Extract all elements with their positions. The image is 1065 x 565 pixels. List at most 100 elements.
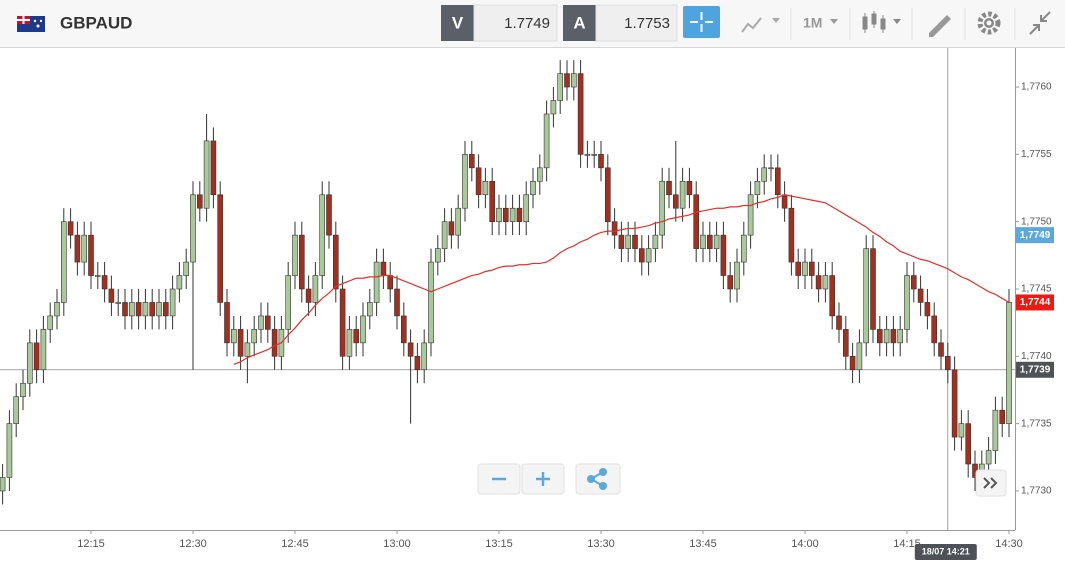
settings-button[interactable] [977,11,1001,35]
candle-body [360,315,366,344]
candle-body [176,275,183,290]
candle-body [428,261,434,344]
candle-body [190,194,196,263]
collapse-button[interactable] [1029,11,1051,35]
candle-body [951,369,958,438]
candle-body [706,234,713,249]
candle-body [632,234,638,249]
y-tick-label: 1,7750 [1021,216,1052,227]
candle-body [414,356,421,371]
candle-body [496,207,502,222]
candle-body [693,194,700,249]
candle-body [795,261,802,276]
candle-body [305,288,312,303]
candle-body [312,275,319,303]
candle-body [754,180,761,196]
candle-body [863,248,870,344]
candle-body [740,234,747,263]
candle-body [60,221,67,303]
candle-body [822,275,829,290]
scroll-end-icon[interactable] [983,477,998,489]
candle-body [584,154,591,156]
x-tick-label: 13:30 [587,538,615,550]
candle-body [842,329,849,357]
candle-body [258,315,264,330]
share-button[interactable] [575,463,621,495]
candle-body [149,302,155,317]
candle-body [468,154,475,169]
draw-button[interactable] [929,15,951,37]
candle-body [876,329,883,344]
candle-body [108,288,115,303]
bid-price[interactable]: 1.7749 [504,15,550,32]
candle-body [217,194,223,303]
candle-body [611,221,618,236]
candle-body [26,342,33,384]
candle-body [20,382,26,398]
timeframe[interactable]: 1M [803,15,822,31]
candle-body [931,315,938,344]
candle-body [163,302,169,317]
candle-body [237,329,244,357]
bid-box[interactable] [473,4,558,42]
candle-body [747,194,754,236]
candle-body [400,315,407,344]
candle-body [67,221,74,236]
share-icon[interactable] [587,468,607,490]
x-tick-label: 12:45 [281,538,309,550]
candle-body [197,194,203,209]
candle-body [54,302,60,317]
candle-body [679,180,686,209]
candle-body [448,221,455,236]
candle-body [645,248,652,263]
candle-body [502,207,509,222]
candle-body [81,234,87,263]
bid-label[interactable]: V [452,13,464,32]
zoom-in-icon[interactable] [536,472,550,486]
candle-body [808,261,815,276]
ask-box[interactable] [595,4,678,42]
candle-body [101,275,108,290]
price-tag [1016,294,1054,311]
candle-body [509,207,516,222]
candle-body [992,409,999,451]
candle-body [353,329,360,344]
candle-body [720,234,727,276]
candle-body [999,409,1006,424]
timeframe-caret[interactable] [830,19,838,24]
candle-body [203,140,210,209]
candle-body [543,113,550,169]
candle-body [652,234,659,249]
candle-body [727,275,734,290]
candle-body [938,342,944,357]
candle-body [169,288,176,317]
candle-body [421,342,428,371]
candle-body [33,342,40,371]
price-tag [1016,227,1054,244]
candle-body [768,167,774,170]
candle-body [924,302,931,317]
candle-body [577,73,584,155]
chart-type-button[interactable] [741,17,780,33]
moving-average-line [233,194,1010,365]
candle-body [88,234,94,276]
bid-label-box[interactable] [441,5,474,41]
x-tick-label: 12:15 [77,538,105,550]
candle-style-button[interactable] [862,11,901,33]
y-tick-label: 1,7740 [1021,351,1052,362]
ask-label-box[interactable] [563,5,596,41]
ask-label[interactable]: A [573,13,585,32]
y-tick-label: 1,7730 [1021,486,1052,497]
candle-body [6,423,13,478]
candle-body [47,315,54,330]
crosshair-button[interactable] [683,6,720,38]
ask-price[interactable]: 1.7753 [624,15,670,32]
candle-body [904,275,910,330]
candle-body [897,329,904,344]
candle-body [985,450,992,465]
candle-body [285,275,292,330]
candle-body [346,329,353,357]
scroll-end-button[interactable] [975,469,1007,497]
candle-body [686,180,693,196]
